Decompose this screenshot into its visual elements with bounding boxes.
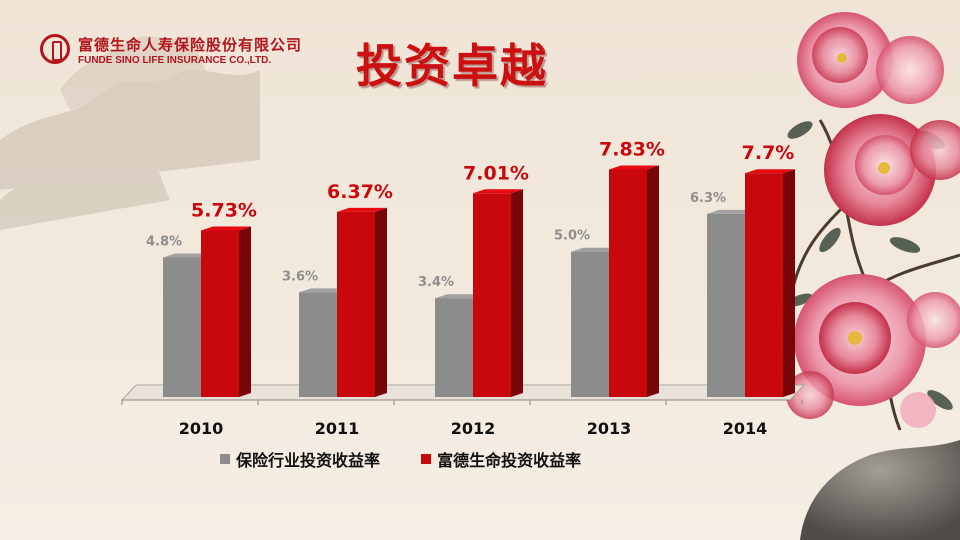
industry-bar-top [163,253,213,258]
funde-bar [745,173,783,397]
legend-item-funde: 富德生命投资收益率 [421,447,581,471]
industry-value-label: 4.8% [146,235,182,250]
industry-value-label: 5.0% [554,229,590,244]
industry-bar [571,251,609,397]
legend-swatch-industry [220,454,230,464]
legend-label-industry: 保险行业投资收益率 [236,451,381,470]
industry-value-label: 3.6% [282,269,318,284]
x-tick-label: 2011 [315,419,360,438]
industry-bar-top [299,288,349,293]
funde-bar-top [745,169,795,174]
industry-bar-top [707,209,757,214]
legend-label-funde: 富德生命投资收益率 [437,451,582,470]
funde-bar-side [375,207,387,397]
company-name-cn: 富德生命人寿保险股份有限公司 [78,36,303,54]
funde-bar-side [239,226,251,397]
x-tick-label: 2012 [451,419,496,438]
industry-bar [435,298,473,397]
landscape-wash [0,35,260,230]
legend-swatch-funde [421,454,432,464]
funde-bar [609,169,647,397]
company-logo: 富德生命人寿保险股份有限公司 FUNDE SINO LIFE INSURANCE… [36,34,326,74]
x-tick-label: 2010 [179,419,224,438]
funde-bar-top [337,207,387,212]
chart-legend: 保险行业投资收益率 富德生命投资收益率 [220,447,617,470]
funde-bar [201,230,239,397]
rock-shape [800,440,960,540]
industry-bar-top [571,247,621,252]
funde-value-label: 5.73% [191,199,257,221]
industry-bar-top [435,294,485,299]
industry-value-label: 6.3% [690,191,726,206]
peony-flowers [786,12,960,428]
page-title: 投资卓越 [356,39,548,93]
industry-bar [707,213,745,397]
x-tick-label: 2013 [587,419,632,438]
funde-bar [473,193,511,397]
funde-value-label: 6.37% [327,181,393,203]
funde-bar-side [647,165,659,397]
funde-value-label: 7.83% [599,138,665,160]
industry-bar [299,292,337,397]
funde-value-label: 7.7% [742,142,795,164]
funde-bar [337,211,375,397]
funde-bar-side [511,189,523,397]
industry-bar [163,257,201,397]
industry-value-label: 3.4% [418,275,454,290]
funde-value-label: 7.01% [463,162,529,184]
funde-bar-top [201,226,251,231]
logo-emblem-icon [40,34,70,64]
x-tick-label: 2014 [723,419,768,438]
funde-bar-top [473,189,523,194]
funde-bar-side [783,169,795,397]
funde-bar-top [609,165,659,170]
company-name-en: FUNDE SINO LIFE INSURANCE CO.,LTD. [78,55,272,66]
legend-item-industry: 保险行业投资收益率 [220,447,380,471]
